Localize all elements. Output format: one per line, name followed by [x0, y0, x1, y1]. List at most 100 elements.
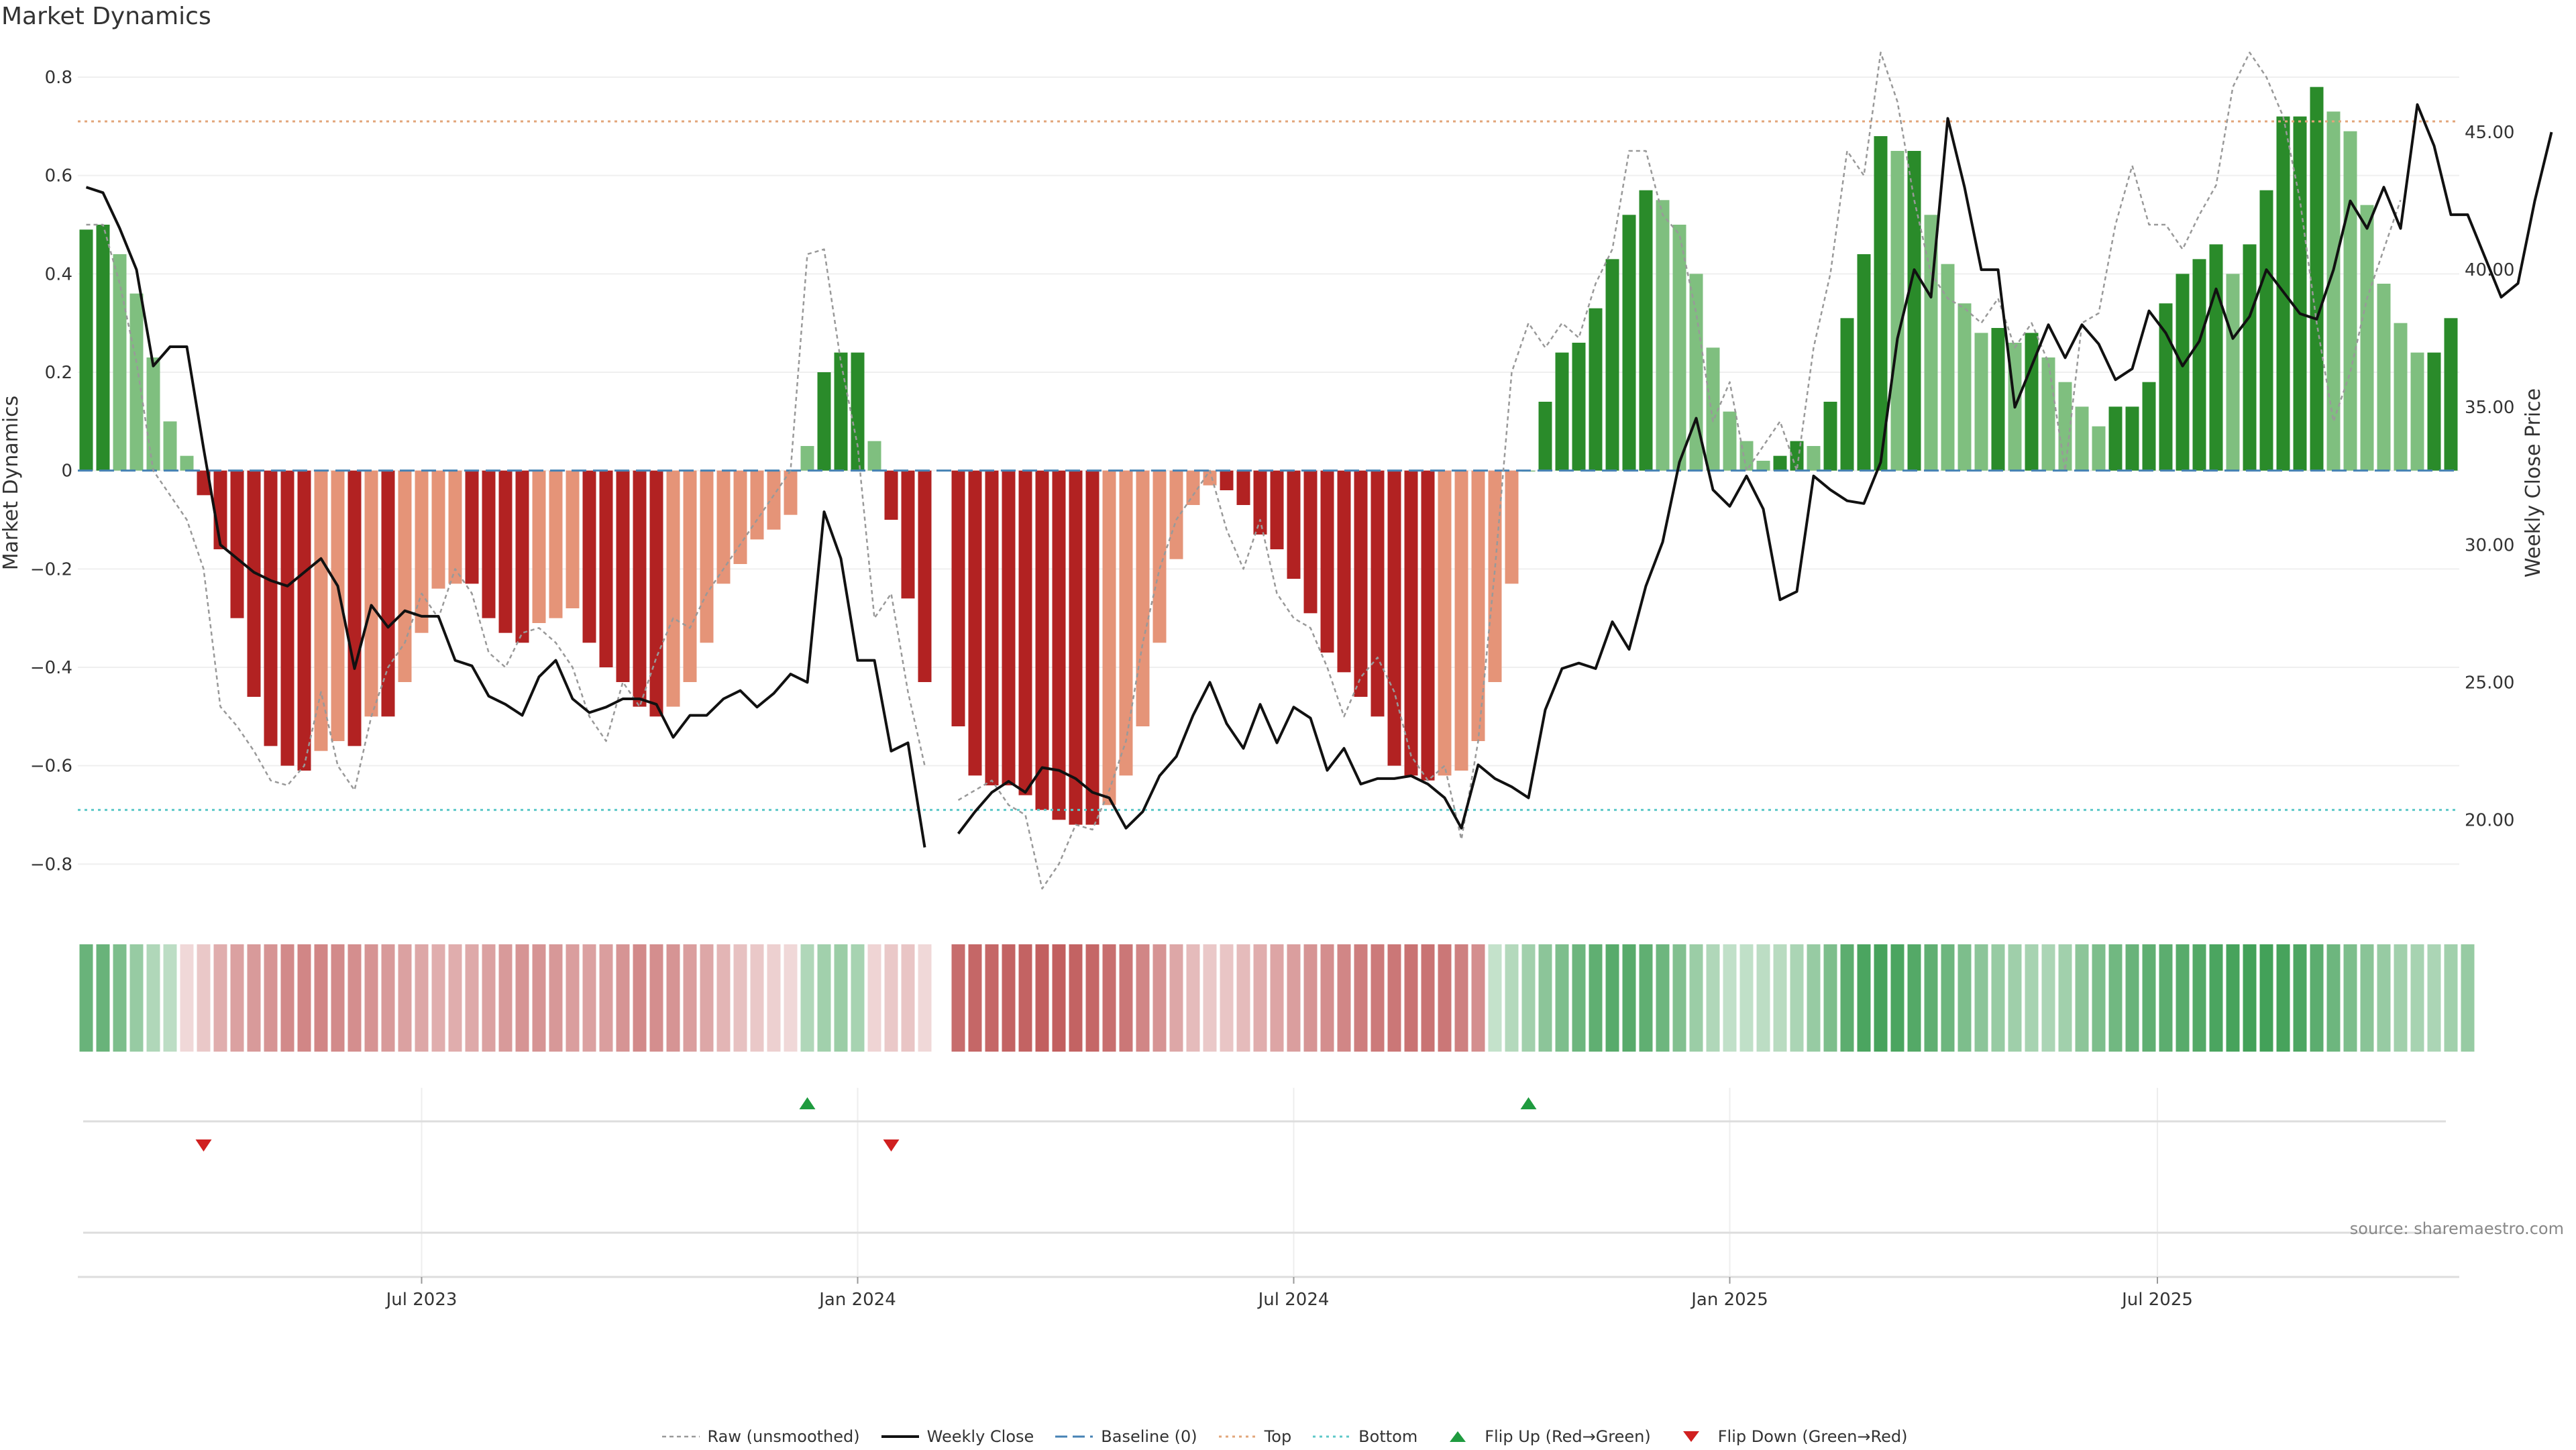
strip-cell: [1354, 944, 1368, 1052]
strip-cell: [867, 944, 881, 1052]
dynamics-bar: [146, 357, 160, 471]
dynamics-bar: [1689, 274, 1703, 471]
strip-cell: [985, 944, 999, 1052]
strip-cell: [431, 944, 445, 1052]
strip-cell: [1186, 944, 1200, 1052]
dynamics-bar: [1874, 136, 1888, 471]
legend-label: Baseline (0): [1101, 1427, 1197, 1446]
y2-tick-label: 30.00: [2465, 535, 2514, 555]
dynamics-bar: [264, 470, 278, 746]
strip-cell: [1857, 944, 1871, 1052]
x-tick-label: Jul 2024: [1257, 1290, 1330, 1310]
dynamics-bar: [1823, 402, 1837, 471]
legend-item-top: Top: [1218, 1427, 1291, 1446]
strip-cell: [549, 944, 563, 1052]
dynamics-bar: [1371, 470, 1385, 717]
strip-cell: [163, 944, 177, 1052]
legend-label: Raw (unsmoothed): [707, 1427, 860, 1446]
strip-cell: [1471, 944, 1485, 1052]
strip-cell: [2075, 944, 2089, 1052]
chart-legend: Raw (unsmoothed) Weekly Close Baseline (0)…: [0, 1423, 2576, 1450]
strip-cell: [716, 944, 731, 1052]
dynamics-bar: [2142, 382, 2156, 471]
dynamics-bar: [1002, 470, 1016, 785]
strip-cell: [1069, 944, 1083, 1052]
strip-cell: [1404, 944, 1418, 1052]
y2-tick-label: 45.00: [2465, 123, 2514, 143]
dynamics-bar: [2360, 205, 2374, 471]
dynamics-bar: [633, 470, 647, 707]
dynamics-bar: [1119, 470, 1133, 776]
strip-cell: [2259, 944, 2273, 1052]
dynamics-bar: [465, 470, 479, 584]
dynamics-bar: [1672, 225, 1686, 471]
flip-panel: [78, 1088, 2459, 1278]
strip-cell: [2176, 944, 2190, 1052]
dynamics-bar: [951, 470, 965, 726]
strip-cell: [582, 944, 596, 1052]
strip-cell: [2058, 944, 2072, 1052]
dynamics-bar: [2041, 357, 2055, 471]
strip-cell: [2243, 944, 2257, 1052]
dynamics-bar: [163, 421, 177, 471]
strip-cell: [1521, 944, 1536, 1052]
strip-cell: [951, 944, 965, 1052]
dynamics-bar: [2125, 406, 2139, 471]
strip-cell: [1220, 944, 1234, 1052]
dynamics-bar: [2192, 259, 2206, 471]
strip-cell: [1270, 944, 1284, 1052]
strip-cell: [1639, 944, 1653, 1052]
y2-axis-label: Weekly Close Price: [2522, 388, 2545, 577]
dynamics-bars: [79, 87, 2458, 825]
strip-cell: [1169, 944, 1183, 1052]
dynamics-bar: [2410, 352, 2424, 471]
x-tick-label: Jan 2025: [1690, 1290, 1768, 1310]
dynamics-bar: [532, 470, 546, 623]
y-tick-label: −0.2: [30, 559, 72, 579]
dynamics-bar: [498, 470, 513, 633]
strip-cell: [1136, 944, 1150, 1052]
dynamics-bar: [700, 470, 714, 643]
strip-cell: [1957, 944, 1972, 1052]
dynamics-bar: [582, 470, 596, 643]
strip-cell: [2377, 944, 2391, 1052]
strip-cell: [129, 944, 144, 1052]
y2-tick-label: 20.00: [2465, 810, 2514, 830]
strip-cell: [901, 944, 915, 1052]
weekly-close-line: [957, 103, 2553, 835]
dynamics-bar: [331, 470, 345, 741]
legend-item-bottom: Bottom: [1311, 1427, 1417, 1446]
dynamics-bar: [482, 470, 496, 618]
flip-up-marker: [1520, 1097, 1537, 1109]
strip-cell: [146, 944, 160, 1052]
strip-cell: [1840, 944, 1854, 1052]
strip-cell: [700, 944, 714, 1052]
flip-down-marker: [195, 1139, 212, 1152]
dynamics-bar: [2108, 406, 2123, 471]
strip-cell: [415, 944, 429, 1052]
dynamics-bar: [2259, 190, 2273, 471]
strip-cell: [1371, 944, 1385, 1052]
dynamics-bar: [1320, 470, 1334, 653]
strip-cell: [347, 944, 362, 1052]
dynamics-bar: [381, 470, 395, 717]
dynamics-bar: [314, 470, 328, 751]
strip-cell: [2008, 944, 2022, 1052]
legend-swatch-top: [1218, 1435, 1256, 1438]
x-tick-label: Jul 2025: [2121, 1290, 2193, 1310]
dynamics-bar: [1555, 352, 1569, 471]
strip-cell: [851, 944, 865, 1052]
dynamics-bar: [2092, 426, 2106, 471]
strip-cell: [918, 944, 932, 1052]
dynamics-bar: [364, 470, 378, 717]
source-note: source: sharemaestro.com: [2349, 1219, 2564, 1238]
dynamics-bar: [2293, 116, 2307, 471]
dynamics-bar: [1622, 215, 1636, 471]
strip-cell: [79, 944, 93, 1052]
strip-cell: [2360, 944, 2374, 1052]
strip-cell: [649, 944, 663, 1052]
dynamics-bar: [666, 470, 680, 707]
strip-cell: [1454, 944, 1468, 1052]
strip-cell: [2276, 944, 2290, 1052]
strip-cell: [968, 944, 982, 1052]
